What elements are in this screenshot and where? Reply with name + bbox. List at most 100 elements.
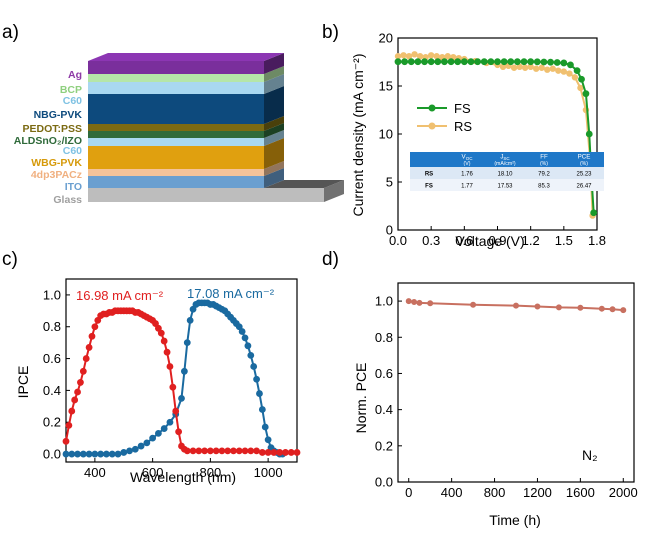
- data-point: [264, 449, 272, 456]
- data-point: [85, 450, 93, 458]
- data-point: [500, 58, 508, 66]
- data-point: [247, 447, 255, 455]
- jv-parameter-table: VOC(V)JSC(mA/cm²)FF(%)PCE(%)RS 1.76 18.10 7…: [410, 152, 604, 191]
- data-point: [585, 130, 593, 138]
- data-point: [183, 447, 191, 455]
- y-tick-label: 1.0: [375, 294, 393, 309]
- x-tick-label: 1.8: [588, 233, 606, 248]
- stack-layer-label: ITO: [65, 181, 82, 193]
- stack-layer-label: ALDSnO₂/IZO: [14, 135, 82, 147]
- y-tick-label: 1.0: [43, 287, 61, 302]
- plot-frame: [65, 278, 298, 463]
- ipce-series: [62, 299, 301, 458]
- table-cell: 18.10: [497, 172, 513, 178]
- data-point: [427, 52, 435, 59]
- data-point: [250, 363, 258, 370]
- data-point: [218, 447, 226, 455]
- data-point: [414, 58, 422, 66]
- data-point: [571, 74, 579, 81]
- data-point: [261, 423, 269, 431]
- data-point: [566, 70, 573, 77]
- table-cell: 25.23: [576, 172, 592, 178]
- data-point: [549, 65, 556, 72]
- data-point: [79, 367, 87, 375]
- x-tick-label: 2000: [609, 485, 638, 500]
- data-point: [287, 449, 295, 456]
- data-point: [183, 339, 191, 347]
- data-point: [97, 450, 105, 458]
- stack-layer: [88, 74, 264, 82]
- stack-layer: [88, 82, 264, 94]
- table-header: FF: [540, 154, 548, 161]
- stack-layer-label: Glass: [53, 194, 82, 206]
- x-tick-label: 800: [484, 485, 506, 500]
- stack-layer: [88, 188, 324, 202]
- legend-label: FS: [454, 101, 471, 116]
- data-point: [247, 351, 255, 359]
- data-point: [454, 58, 462, 66]
- data-point: [175, 428, 183, 436]
- data-point: [567, 61, 574, 69]
- data-point: [276, 449, 284, 456]
- data-point: [510, 64, 518, 71]
- table-cell: 1.77: [461, 184, 473, 190]
- stack-layer-label: WBG-PVK: [31, 157, 82, 169]
- data-point: [166, 418, 174, 426]
- data-point: [82, 355, 90, 362]
- data-point: [108, 450, 116, 458]
- jv-axes: 0.0 0.3 0.6 0.9 1.2 1.5 1.8 0 5 10 15 20: [379, 31, 607, 249]
- data-point: [253, 375, 260, 383]
- table-header: VOC: [462, 154, 474, 162]
- table-row-label: FS: [425, 184, 433, 190]
- data-point: [91, 450, 99, 458]
- stability-chart: 0 400 800 1200 1600 2000 0.0 0.2 0.4 0.6 0.8 1.0 N₂…: [353, 282, 638, 528]
- stack-top-face: [88, 53, 284, 61]
- panel-letter-a: a): [2, 22, 19, 43]
- table-cell: 1.76: [461, 172, 473, 178]
- ipce-x-label: Wavelength (nm): [130, 469, 236, 485]
- data-point: [547, 58, 554, 66]
- data-point: [573, 67, 581, 75]
- data-point: [480, 58, 488, 66]
- legend-marker: [428, 104, 436, 112]
- data-point: [74, 388, 81, 396]
- y-tick-label: 0.2: [43, 415, 61, 430]
- stack-layer-side: [264, 86, 284, 124]
- x-tick-label: 400: [84, 465, 106, 480]
- stability-x-label: Time (h): [489, 512, 541, 528]
- ipce-annotation-red: 16.98 mA cm⁻²: [76, 288, 164, 303]
- data-point: [411, 51, 418, 58]
- data-point: [534, 303, 541, 310]
- y-tick-label: 10: [379, 127, 393, 142]
- data-point: [507, 58, 515, 66]
- data-point: [416, 299, 423, 306]
- data-point: [411, 298, 418, 305]
- x-tick-label: 0: [405, 485, 412, 500]
- data-point: [163, 348, 171, 356]
- device-stack: [88, 53, 344, 202]
- stack-layer-side: [324, 180, 344, 202]
- x-tick-label: 1.2: [522, 233, 540, 248]
- table-cell: 26.47: [576, 184, 592, 190]
- data-point: [212, 447, 220, 455]
- stability-axes: 0 400 800 1200 1600 2000 0.0 0.2 0.4 0.6 0.8 1.0: [375, 282, 638, 500]
- y-tick-label: 0.6: [375, 366, 393, 381]
- data-point: [68, 450, 76, 458]
- data-point: [394, 58, 402, 66]
- stability-y-label: Norm. PCE: [353, 363, 369, 434]
- data-point: [189, 447, 197, 455]
- data-point: [230, 447, 237, 455]
- table-header-unit: (%): [540, 161, 548, 167]
- stack-layer: [88, 94, 264, 124]
- data-point: [514, 58, 521, 66]
- panel-letter-c: c): [2, 249, 18, 270]
- data-point: [244, 342, 252, 350]
- data-point: [467, 58, 475, 66]
- data-point: [487, 58, 495, 66]
- panel-letter-d: d): [322, 249, 339, 270]
- data-point: [241, 334, 249, 342]
- legend-label: RS: [454, 119, 472, 134]
- data-point: [577, 304, 584, 311]
- data-point: [149, 434, 157, 442]
